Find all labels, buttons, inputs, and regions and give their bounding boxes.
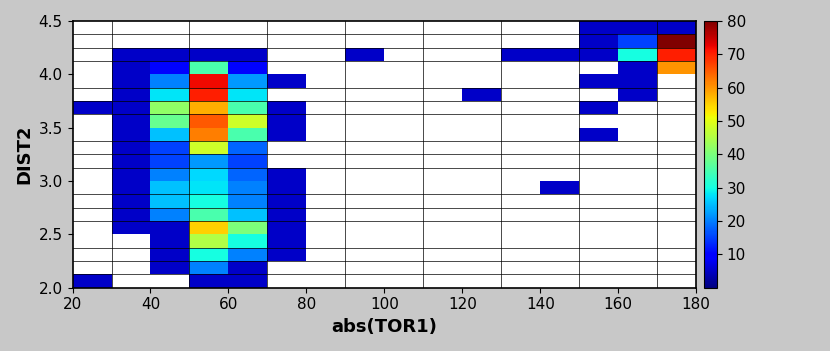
Y-axis label: DIST2: DIST2 [15,125,33,184]
X-axis label: abs(TOR1): abs(TOR1) [331,318,437,336]
